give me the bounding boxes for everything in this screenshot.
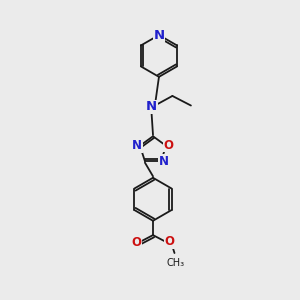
Text: O: O (132, 236, 142, 249)
Text: CH₃: CH₃ (166, 258, 184, 268)
Text: O: O (164, 236, 174, 248)
Text: N: N (132, 139, 142, 152)
Text: N: N (159, 154, 169, 168)
Text: N: N (146, 100, 157, 113)
Text: N: N (153, 28, 164, 41)
Text: O: O (164, 139, 173, 152)
